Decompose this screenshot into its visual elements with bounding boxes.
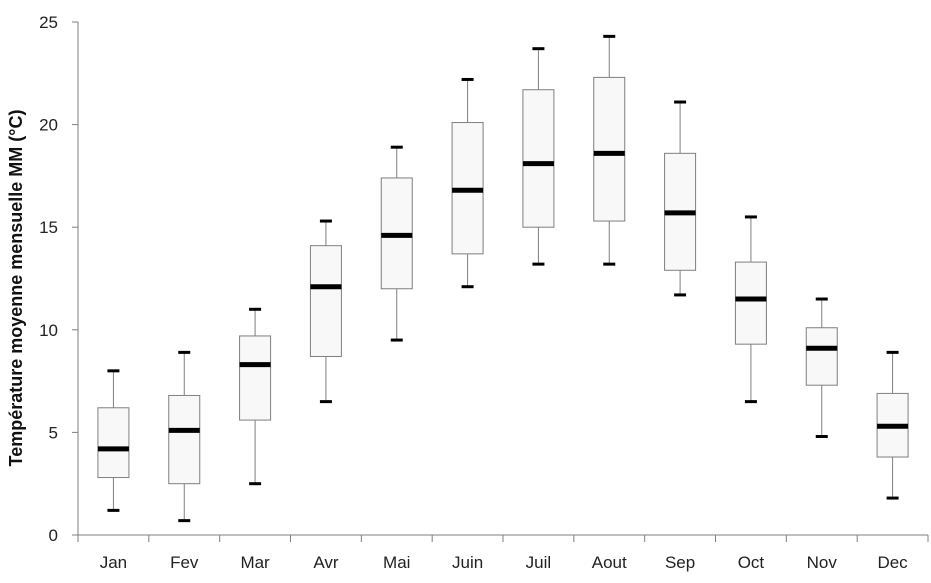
x-tick-label: Oct [738, 553, 765, 572]
boxes [97, 34, 909, 523]
box-mar [239, 307, 272, 486]
iqr-box [522, 89, 555, 228]
box-sep [664, 100, 697, 297]
box-dec [876, 350, 909, 500]
iqr-box [309, 245, 342, 357]
box-mai [380, 145, 413, 342]
iqr-box [239, 335, 272, 421]
iqr-box [168, 394, 201, 485]
x-tick-label: Mai [383, 553, 410, 572]
x-tick-label: Sep [665, 553, 695, 572]
x-tick-label: Aout [592, 553, 627, 572]
box-aout [593, 34, 626, 266]
iqr-box [734, 261, 767, 345]
x-tick-label: Dec [877, 553, 908, 572]
y-axis-label: Température moyenne mensuelle MM (°C) [6, 110, 26, 467]
y-tick-label: 10 [39, 321, 58, 340]
x-tick-label: Nov [807, 553, 838, 572]
x-tick-label: Mar [240, 553, 270, 572]
box-juil [522, 47, 555, 266]
x-tick-label: Avr [313, 553, 339, 572]
iqr-box [805, 327, 838, 386]
y-tick-label: 5 [49, 423, 58, 442]
axes: 0 5 10 15 20 25 Jan Fev Mar Avr Mai Juin Juil Aout Sep… [39, 13, 929, 572]
box-avr [309, 219, 342, 404]
y-tick-label: 0 [49, 526, 58, 545]
box-juin [451, 77, 484, 289]
x-tick-label: Juin [452, 553, 483, 572]
box-fev [168, 350, 201, 523]
x-tick-label: Fev [170, 553, 199, 572]
x-tick-label: Juil [526, 553, 552, 572]
box-nov [805, 297, 838, 439]
box-oct [734, 215, 767, 404]
iqr-box [593, 76, 626, 222]
box-jan [97, 369, 130, 512]
y-tick-label: 25 [39, 13, 58, 32]
y-tick-label: 15 [39, 218, 58, 237]
x-tick-label: Jan [100, 553, 127, 572]
iqr-box [97, 407, 130, 479]
y-tick-label: 20 [39, 116, 58, 135]
